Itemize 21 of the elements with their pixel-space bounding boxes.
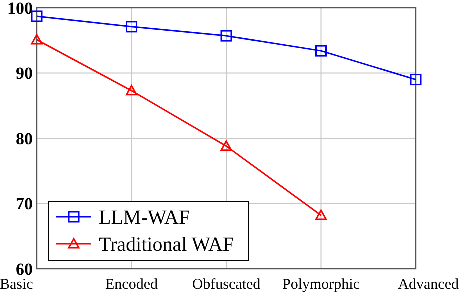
x-tick-label: Encoded bbox=[106, 277, 158, 293]
point bbox=[126, 85, 138, 96]
point bbox=[410, 74, 422, 86]
point bbox=[126, 21, 138, 33]
point bbox=[316, 45, 327, 57]
y-tick-label: 60 bbox=[16, 260, 33, 279]
legend-label: LLM-WAF bbox=[99, 207, 190, 229]
y-tick-label: 100 bbox=[8, 0, 33, 18]
y-tick-label: 80 bbox=[16, 129, 33, 148]
y-tick-label: 90 bbox=[16, 64, 33, 84]
legend-label: Traditional WAF bbox=[99, 234, 234, 256]
point bbox=[31, 34, 43, 45]
point bbox=[316, 210, 327, 220]
point bbox=[220, 140, 232, 152]
point bbox=[220, 30, 232, 42]
y-tick-label: 70 bbox=[16, 194, 33, 214]
x-tick-label: Polymorphic bbox=[282, 277, 360, 293]
x-tick-label: Obfuscated bbox=[192, 277, 262, 293]
x-tick-label: Basic bbox=[0, 277, 34, 293]
x-tick-label: Advanced bbox=[398, 277, 460, 293]
point bbox=[31, 10, 43, 22]
